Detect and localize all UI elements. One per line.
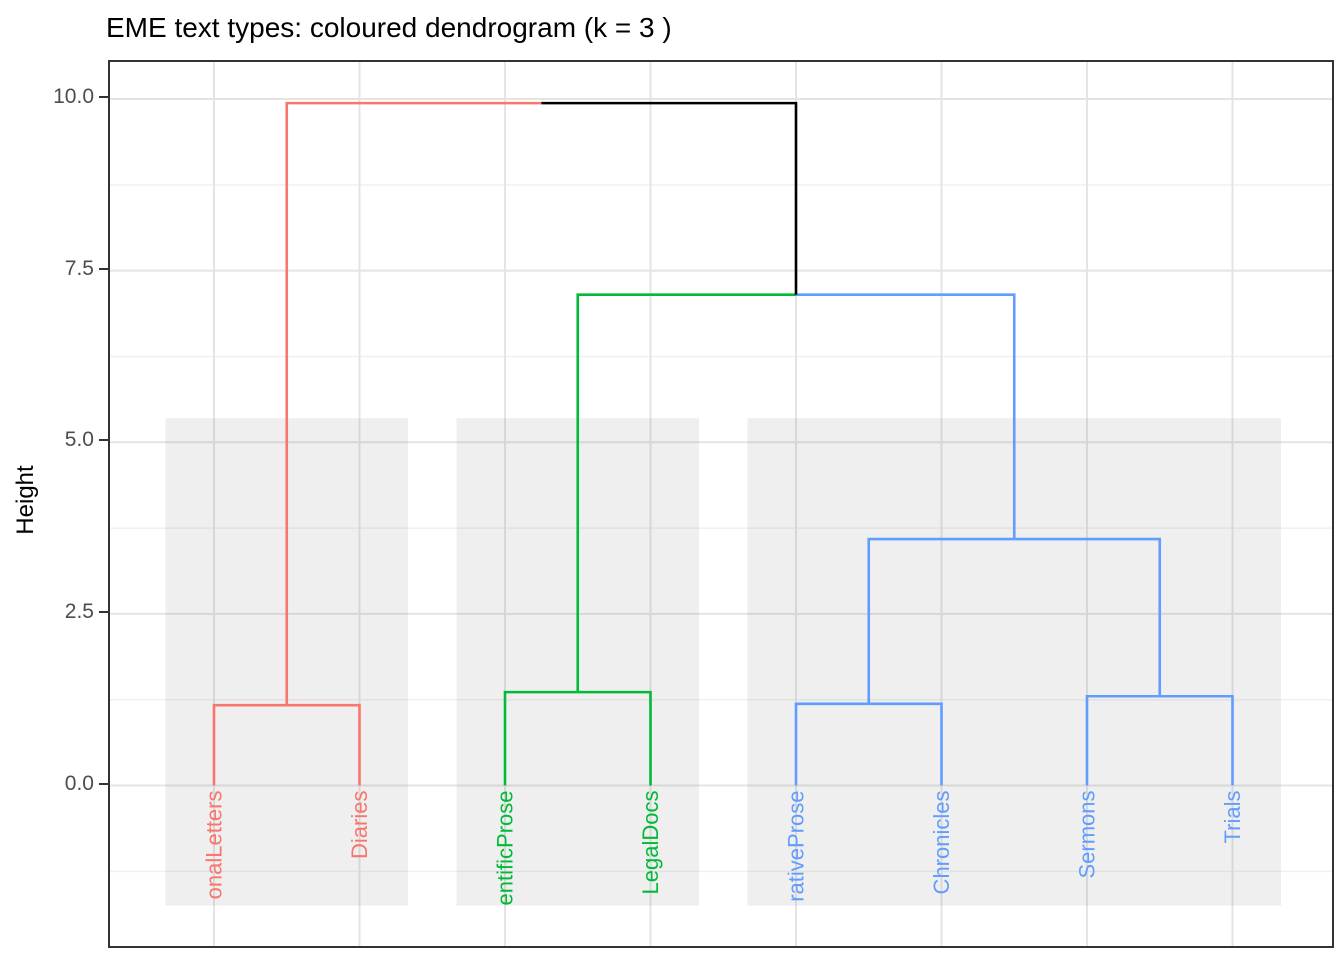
dendrogram-branch bbox=[577, 690, 652, 786]
dendrogram-branch bbox=[286, 703, 361, 786]
y-tick-label: 10.0 bbox=[53, 85, 94, 108]
dendrogram-branch bbox=[1159, 694, 1234, 786]
dendrogram: onalLetters Diaries entificProse LegalDocs r… bbox=[110, 62, 1332, 946]
y-tick-label: 0.0 bbox=[64, 771, 94, 795]
dendrogram-branch bbox=[541, 101, 798, 295]
dendrogram-branch bbox=[285, 101, 542, 706]
leaf-label-rativeProse: rativeProse bbox=[784, 791, 809, 902]
y-tick-mark bbox=[99, 267, 108, 270]
y-tick-label: 2.5 bbox=[64, 599, 94, 623]
dendrogram-branch bbox=[212, 703, 287, 786]
leaf-label-Trials: Trials bbox=[1220, 791, 1245, 844]
leaf-label-entificProse: entificProse bbox=[493, 791, 518, 906]
y-tick-label: 5.0 bbox=[64, 428, 94, 452]
dendrogram-branch bbox=[503, 690, 578, 786]
plot-panel: onalLetters Diaries entificProse LegalDocs r… bbox=[108, 60, 1334, 948]
dendrogram-branch bbox=[576, 293, 796, 693]
y-tick-label: 7.5 bbox=[64, 256, 94, 280]
dendrogram-branch bbox=[868, 702, 943, 786]
y-tick-mark bbox=[99, 610, 108, 613]
y-axis-title: Height bbox=[12, 465, 39, 535]
leaf-label-LegalDocs: LegalDocs bbox=[638, 791, 663, 895]
y-tick-mark bbox=[99, 96, 108, 98]
y-tick-mark bbox=[99, 439, 108, 442]
chart-title: EME text types: coloured dendrogram (k =… bbox=[106, 12, 672, 43]
dendrogram-branch bbox=[794, 702, 869, 786]
leaf-label-Chronicles: Chronicles bbox=[929, 791, 954, 895]
dendrogram-branch bbox=[1085, 694, 1160, 786]
leaf-label-Diaries: Diaries bbox=[347, 791, 372, 859]
dendrogram-branch bbox=[1014, 537, 1162, 697]
leaf-label-onalLetters: onalLetters bbox=[202, 791, 227, 900]
dendrogram-branch bbox=[796, 293, 1016, 540]
y-tick-mark bbox=[99, 782, 108, 785]
dendrogram-branch bbox=[867, 537, 1015, 704]
leaf-label-Sermons: Sermons bbox=[1075, 791, 1100, 879]
